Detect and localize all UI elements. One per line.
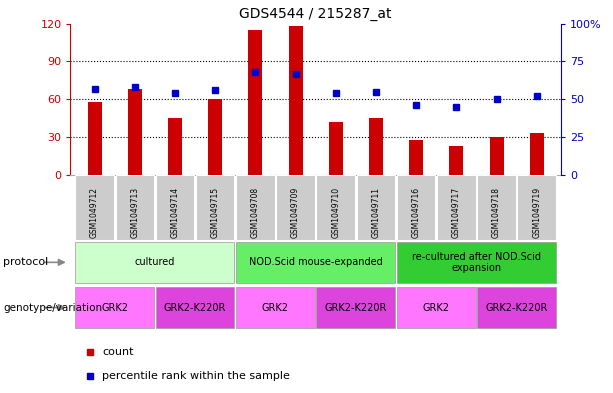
Bar [75,175,114,240]
Text: GSM1049712: GSM1049712 [90,187,99,239]
Text: count: count [102,347,134,357]
Bar [128,89,142,175]
Bar [329,122,343,175]
Bar [369,118,383,175]
Text: GRK2-K220R: GRK2-K220R [325,303,387,312]
Text: percentile rank within the sample: percentile rank within the sample [102,371,290,381]
Text: protocol: protocol [3,257,48,267]
Text: re-cultured after NOD.Scid
expansion: re-cultured after NOD.Scid expansion [412,252,541,273]
Bar [156,175,194,240]
Bar [478,287,556,328]
Bar [397,242,556,283]
Text: GSM1049708: GSM1049708 [251,187,260,239]
Bar [490,137,504,175]
Bar [357,175,395,240]
Bar [316,175,355,240]
Title: GDS4544 / 215287_at: GDS4544 / 215287_at [240,7,392,21]
Text: GSM1049717: GSM1049717 [452,187,461,239]
Bar [236,242,395,283]
Bar [208,99,223,175]
Text: GSM1049715: GSM1049715 [211,187,219,239]
Bar [530,133,544,175]
Bar [248,30,262,175]
Text: NOD.Scid mouse-expanded: NOD.Scid mouse-expanded [249,257,383,267]
Text: GRK2: GRK2 [262,303,289,312]
Bar [437,175,476,240]
Bar [289,26,303,175]
Text: GSM1049714: GSM1049714 [170,187,180,239]
Bar [196,175,235,240]
Bar [236,287,315,328]
Text: GRK2: GRK2 [423,303,450,312]
Text: GSM1049713: GSM1049713 [131,187,139,239]
Bar [517,175,556,240]
Bar [449,146,463,175]
Text: GSM1049711: GSM1049711 [371,187,381,239]
Bar [156,287,235,328]
Text: GRK2-K220R: GRK2-K220R [164,303,226,312]
Text: GSM1049719: GSM1049719 [532,187,541,239]
Bar [478,175,516,240]
Bar [236,175,275,240]
Bar [276,175,315,240]
Text: GSM1049709: GSM1049709 [291,187,300,239]
Bar [409,140,423,175]
Text: genotype/variation: genotype/variation [3,303,102,312]
Text: cultured: cultured [135,257,175,267]
Bar [397,175,435,240]
Bar [75,242,235,283]
Bar [75,287,154,328]
Text: GSM1049718: GSM1049718 [492,187,501,239]
Text: GRK2: GRK2 [101,303,128,312]
Bar [88,102,102,175]
Bar [316,287,395,328]
Text: GSM1049716: GSM1049716 [412,187,421,239]
Bar [115,175,154,240]
Text: GRK2-K220R: GRK2-K220R [485,303,548,312]
Bar [397,287,476,328]
Bar [168,118,182,175]
Text: GSM1049710: GSM1049710 [331,187,340,239]
